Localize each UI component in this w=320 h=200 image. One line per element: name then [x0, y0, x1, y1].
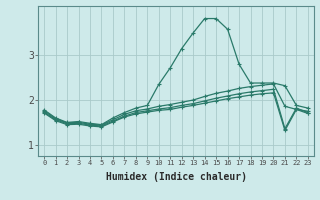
X-axis label: Humidex (Indice chaleur): Humidex (Indice chaleur) [106, 172, 246, 182]
